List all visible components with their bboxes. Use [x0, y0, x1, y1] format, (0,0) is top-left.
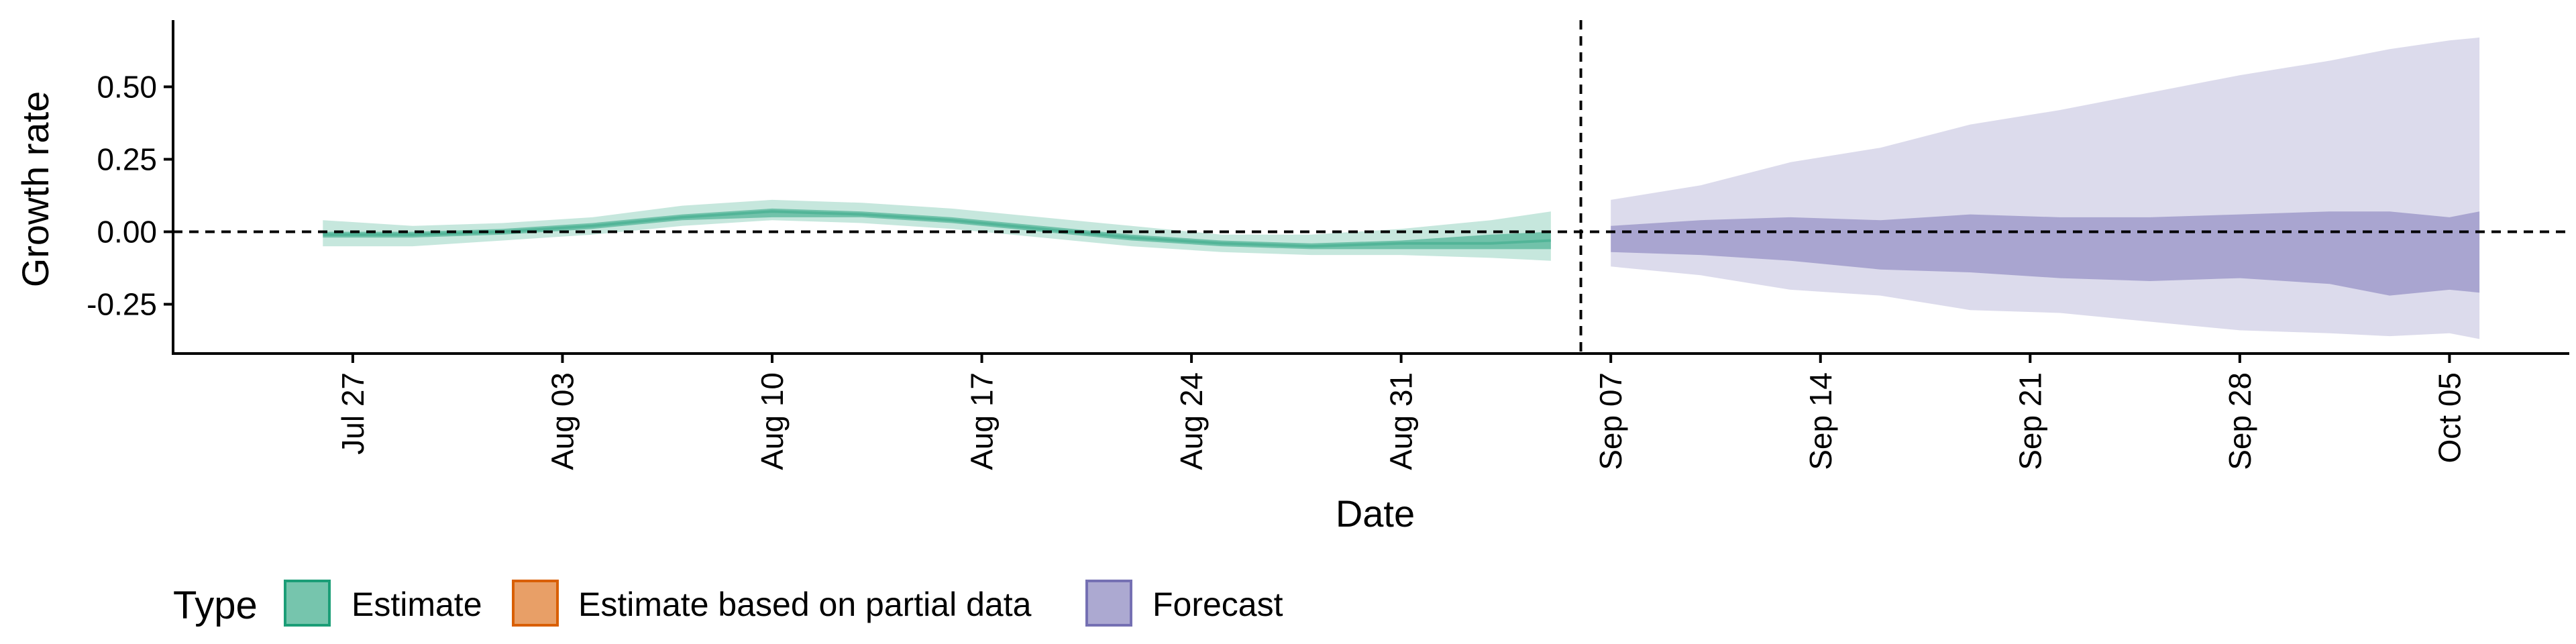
ribbon-layer [323, 37, 2480, 339]
legend: Type Estimate Estimate based on partial d… [173, 580, 1283, 627]
estimate-50-interval [323, 208, 1551, 250]
legend-label-forecast: Forecast [1152, 586, 1283, 623]
forecast-90-interval [1611, 37, 2480, 339]
x-tick-label: Aug 17 [965, 372, 1000, 470]
y-tick-label: 0.25 [97, 142, 157, 176]
y-tick-label: 0.50 [97, 69, 157, 104]
y-tick-label: 0.00 [97, 214, 157, 249]
x-tick-label: Sep 14 [1803, 372, 1838, 470]
reference-lines [173, 20, 2569, 354]
x-tick-labels: Jul 27 Aug 03 Aug 10 Aug 17 Aug 24 Aug 31 Sep … [335, 372, 2467, 470]
x-tick-label: Aug 10 [755, 372, 790, 470]
y-axis-title: Growth rate [14, 91, 56, 288]
x-tick-label: Oct 05 [2432, 372, 2467, 464]
legend-label-estimate: Estimate [352, 586, 482, 623]
x-tick-label: Sep 21 [2012, 372, 2047, 470]
legend-label-estimate-based-on-partial-data: Estimate based on partial data [578, 586, 1032, 623]
legend-key-forecast [1085, 580, 1132, 627]
x-tick-label: Aug 03 [545, 372, 580, 470]
y-tick-label: -0.25 [87, 287, 157, 322]
x-tick-label: Aug 31 [1384, 372, 1419, 470]
x-tick-label: Sep 07 [1593, 372, 1628, 470]
legend-key-estimate-based-on-partial-data [512, 580, 559, 627]
x-tick-label: Jul 27 [335, 372, 370, 455]
estimate-median-line [323, 210, 1551, 248]
x-tick-label: Sep 28 [2222, 372, 2257, 470]
x-axis-title: Date [1336, 492, 1415, 535]
forecast-50-interval [1611, 211, 2480, 296]
x-tick-label: Aug 24 [1174, 372, 1209, 470]
axes [164, 20, 2569, 363]
legend-key-estimate [284, 580, 331, 627]
legend-title: Type [173, 584, 258, 627]
y-tick-labels: 0.50 0.25 0.00 -0.25 [87, 69, 157, 321]
